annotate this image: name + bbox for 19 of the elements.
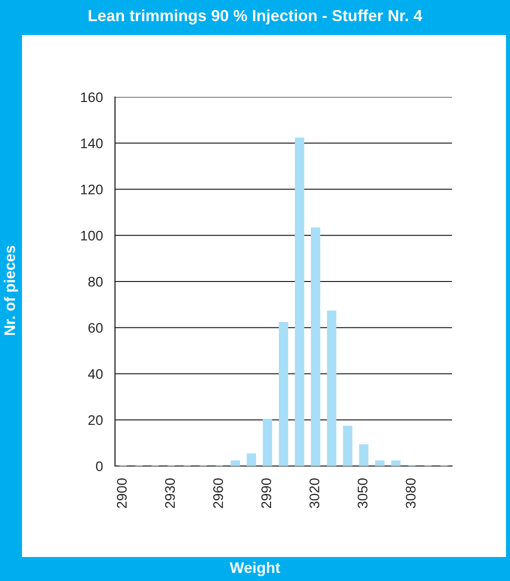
y-tick-label: 140 [81,138,103,148]
y-tick-label: 60 [88,322,103,333]
x-tick-label: 3080 [406,478,416,508]
y-tick-label: 120 [81,184,103,194]
x-tick-label: 2900 [116,478,127,508]
x-tick-label: 2930 [165,478,175,508]
y-tick-label: 160 [81,92,103,102]
y-tick-label: 40 [88,369,103,379]
y-tick-label: 80 [88,276,103,287]
chart-title: Lean trimmings 90 % Injection - Stuffer Nr. 4 [88,10,422,24]
y-tick-label: 100 [81,230,103,241]
y-tick-label: 0 [96,461,103,472]
y-axis-title: Nr. of pieces [4,246,18,335]
x-axis-title: Weight [230,562,280,576]
x-tick-label: 2960 [213,478,224,508]
x-tick-label: 2990 [261,478,272,508]
x-tick-label: 3020 [309,478,320,508]
y-tick-label: 20 [88,415,103,426]
x-tick-label: 3050 [358,478,368,508]
